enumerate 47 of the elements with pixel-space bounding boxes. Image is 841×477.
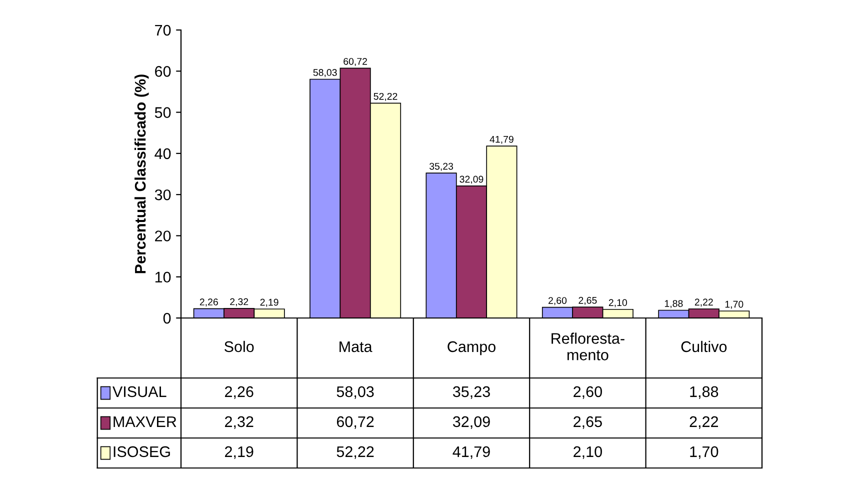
y-tick-label: 70 <box>155 24 171 36</box>
data-label: 2,65 <box>574 416 602 429</box>
x-tick-label: Refloresta- mento <box>552 332 624 360</box>
data-label: 2,32 <box>225 416 254 429</box>
y-tick-label: 30 <box>154 189 171 200</box>
data-label: 2,60 <box>574 386 602 399</box>
data-label: 1,88 <box>690 386 718 399</box>
text: 2,19 <box>260 298 278 307</box>
data-label: 60,72 <box>336 416 374 429</box>
text: 60,72 <box>344 58 367 66</box>
text: 52,22 <box>374 92 398 101</box>
y-tick-label: 10 <box>155 272 171 283</box>
y-tick-label: 60 <box>155 66 171 77</box>
y-tick-label: 50 <box>154 107 171 118</box>
data-label: 2,19 <box>225 446 254 459</box>
text: 41,79 <box>490 136 514 144</box>
y-tick-label: 20 <box>155 230 171 242</box>
text: 32,09 <box>460 176 484 184</box>
x-tick-label: Mata <box>340 341 372 352</box>
text: 1,70 <box>725 300 744 309</box>
data-label: 58,03 <box>336 386 374 399</box>
data-label: 2,22 <box>690 416 718 429</box>
x-tick-label: Solo <box>224 340 254 352</box>
text: 58,03 <box>313 69 337 78</box>
y-axis-title: Percentual Classificado (%) <box>134 74 149 274</box>
data-label: 35,23 <box>452 386 490 399</box>
data-label: 32,09 <box>452 416 490 429</box>
text: 2,60 <box>548 297 567 306</box>
text: 2,65 <box>578 296 597 305</box>
y-tick-label: 0 <box>163 312 171 324</box>
legend-label: ISOSEG <box>114 446 170 458</box>
text: 1,88 <box>664 300 683 308</box>
legend-label: MAXVER <box>114 416 176 427</box>
text: 2,22 <box>694 298 713 307</box>
data-label: 52,22 <box>336 446 374 459</box>
text: 2,32 <box>230 298 248 306</box>
x-tick-label: Cultivo <box>681 340 727 352</box>
x-tick-label: Campo <box>448 341 496 356</box>
legend-label: VISUAL <box>112 386 166 398</box>
text: 2,26 <box>200 298 218 307</box>
text: 35,23 <box>429 162 454 171</box>
data-label: 2,26 <box>225 386 254 399</box>
y-tick-label: 40 <box>154 148 171 160</box>
data-label: 2,10 <box>574 446 602 459</box>
text: 2,10 <box>608 299 627 308</box>
data-label: 41,79 <box>452 446 490 459</box>
data-label: 1,70 <box>690 446 718 459</box>
